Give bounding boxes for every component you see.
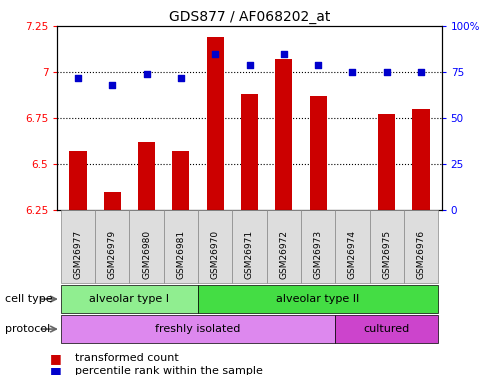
Text: protocol: protocol (5, 324, 50, 334)
Text: freshly isolated: freshly isolated (155, 324, 241, 334)
Text: alveolar type I: alveolar type I (89, 294, 170, 304)
Bar (172, 151, 190, 210)
Bar (309, 96, 327, 210)
Text: GSM26972: GSM26972 (279, 230, 288, 279)
Point (280, 51, 288, 57)
Text: percentile rank within the sample: percentile rank within the sample (75, 366, 263, 375)
Text: GSM26974: GSM26974 (348, 230, 357, 279)
Bar (138, 142, 155, 210)
Text: GSM26977: GSM26977 (73, 230, 82, 279)
Text: GSM26970: GSM26970 (211, 230, 220, 279)
Point (143, 71, 151, 77)
Text: cell type: cell type (5, 294, 52, 304)
Text: ■: ■ (50, 352, 62, 364)
Point (314, 62, 322, 68)
Text: GSM26980: GSM26980 (142, 230, 151, 279)
Bar (104, 192, 121, 210)
Point (211, 51, 219, 57)
Text: alveolar type II: alveolar type II (276, 294, 360, 304)
Bar (378, 114, 395, 210)
Text: GSM26979: GSM26979 (108, 230, 117, 279)
Point (177, 75, 185, 81)
Point (108, 82, 116, 88)
Text: transformed count: transformed count (75, 353, 179, 363)
Bar (69, 151, 86, 210)
Point (246, 62, 253, 68)
Text: GSM26976: GSM26976 (417, 230, 426, 279)
Point (383, 69, 391, 75)
Bar (207, 37, 224, 210)
Bar (413, 109, 430, 210)
Point (348, 69, 356, 75)
Text: GSM26975: GSM26975 (382, 230, 391, 279)
Text: GSM26981: GSM26981 (176, 230, 186, 279)
Bar (275, 59, 292, 210)
Point (74, 75, 82, 81)
Title: GDS877 / AF068202_at: GDS877 / AF068202_at (169, 10, 330, 24)
Text: GSM26971: GSM26971 (245, 230, 254, 279)
Bar (241, 94, 258, 210)
Text: GSM26973: GSM26973 (313, 230, 323, 279)
Text: cultured: cultured (364, 324, 410, 334)
Point (417, 69, 425, 75)
Text: ■: ■ (50, 365, 62, 375)
